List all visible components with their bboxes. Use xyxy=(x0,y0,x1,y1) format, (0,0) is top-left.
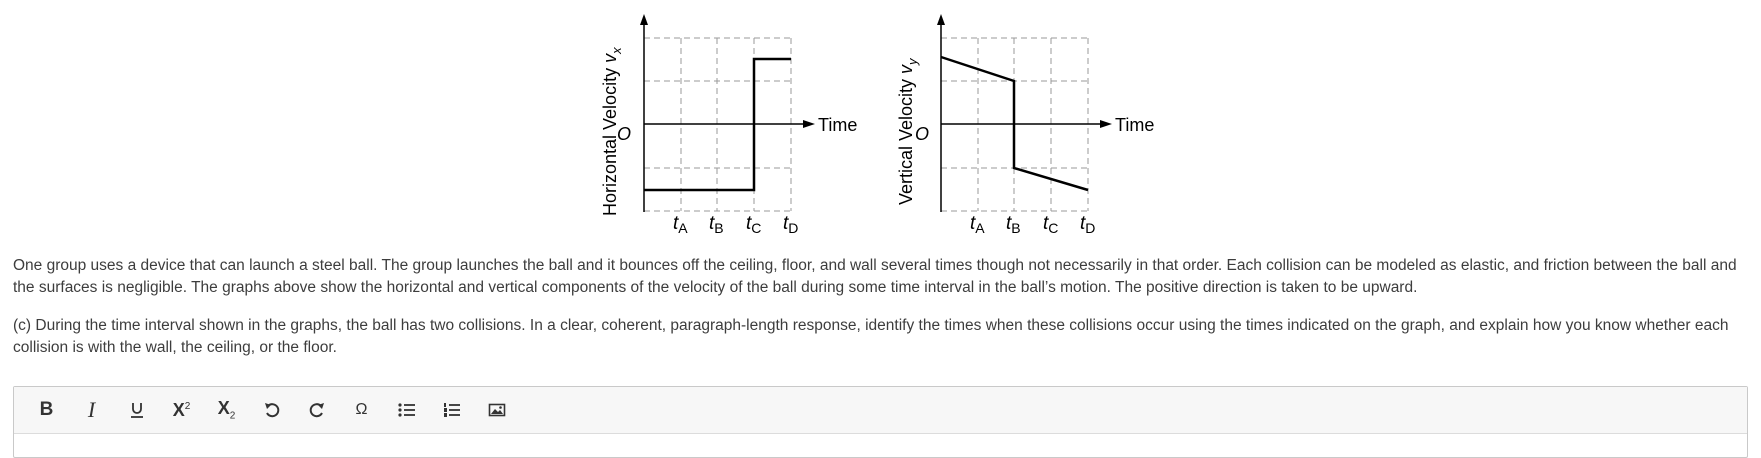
image-icon xyxy=(488,403,505,417)
x-axis-arrow xyxy=(1100,120,1112,128)
tick-label-ta: tA xyxy=(673,213,688,236)
numbered-list-button[interactable] xyxy=(429,390,474,430)
x-axis-arrow xyxy=(803,120,815,128)
undo-button[interactable] xyxy=(249,390,294,430)
underline-button[interactable] xyxy=(114,390,159,430)
velocity-graphs-figure: Horizontal Velocity vx O Time tA tB tC t… xyxy=(600,14,1154,236)
tick-label-ta: tA xyxy=(970,213,985,236)
origin-label: O xyxy=(617,124,631,144)
vy-curve xyxy=(940,55,1089,192)
superscript-icon: X2 xyxy=(172,399,191,420)
bulleted-list-button[interactable] xyxy=(384,390,429,430)
italic-icon: I xyxy=(87,397,96,422)
x-axis-label: Time xyxy=(818,115,857,135)
insert-image-button[interactable] xyxy=(474,390,519,430)
special-character-button[interactable]: Ω xyxy=(339,390,384,430)
subscript-button[interactable]: X2 xyxy=(204,390,249,430)
editor-toolbar: B I X2 X2 xyxy=(14,387,1747,434)
omega-icon: Ω xyxy=(355,401,368,418)
superscript-button[interactable]: X2 xyxy=(159,390,204,430)
stimulus-paragraph: One group uses a device that can launch … xyxy=(13,257,1737,296)
bold-button[interactable]: B xyxy=(24,390,69,430)
y-axis-arrow xyxy=(640,14,648,25)
undo-icon xyxy=(264,403,279,418)
origin-label: O xyxy=(915,124,929,144)
numbered-list-icon xyxy=(443,403,460,417)
vertical-velocity-graph: Vertical Velocity vy O Time tA tB tC tD xyxy=(896,14,1154,236)
subscript-icon: X2 xyxy=(217,398,236,422)
tick-label-td: tD xyxy=(783,213,798,236)
tick-label-tb: tB xyxy=(1006,213,1021,236)
tick-label-tb: tB xyxy=(709,213,724,236)
y-axis-arrow xyxy=(937,14,945,25)
tick-labels: tA tB tC tD xyxy=(970,213,1095,236)
y-axis-label: Horizontal Velocity vx xyxy=(600,47,624,216)
horizontal-velocity-graph: Horizontal Velocity vx O Time tA tB tC t… xyxy=(600,14,857,236)
axes xyxy=(643,22,805,212)
y-axis-label: Vertical Velocity vy xyxy=(896,57,920,205)
x-axis-label: Time xyxy=(1115,115,1154,135)
underline-icon xyxy=(130,403,143,418)
response-editor[interactable]: B I X2 X2 xyxy=(13,386,1748,458)
tick-label-tc: tC xyxy=(746,213,761,236)
redo-button[interactable] xyxy=(294,390,339,430)
question-prompt: (c) During the time interval shown in th… xyxy=(13,317,1729,356)
tick-labels: tA tB tC tD xyxy=(673,213,798,236)
vx-curve xyxy=(644,57,791,192)
tick-label-td: tD xyxy=(1080,213,1095,236)
bulleted-list-icon xyxy=(397,403,415,417)
axes xyxy=(940,22,1102,212)
italic-button[interactable]: I xyxy=(69,390,114,430)
bold-icon: B xyxy=(39,399,54,420)
tick-label-tc: tC xyxy=(1043,213,1058,236)
redo-icon xyxy=(309,403,324,418)
